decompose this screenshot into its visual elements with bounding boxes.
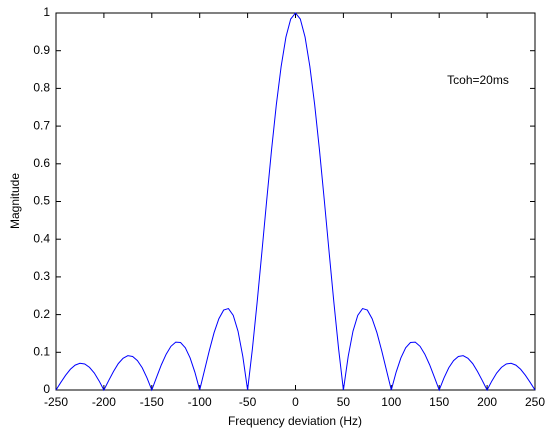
x-tick-label: -150 — [140, 395, 164, 409]
y-tick-label: 0.8 — [33, 81, 50, 95]
x-tick-label: 0 — [292, 395, 299, 409]
y-tick-label: 0 — [43, 382, 50, 396]
x-tick-label: 250 — [525, 395, 545, 409]
y-tick-label: 0.1 — [33, 344, 50, 358]
y-tick-label: 0.9 — [33, 43, 50, 57]
y-tick-label: 0.4 — [33, 231, 50, 245]
x-axis-label: Frequency deviation (Hz) — [228, 414, 362, 428]
x-tick-label: 100 — [381, 395, 401, 409]
x-tick-label: 150 — [429, 395, 449, 409]
x-tick-label: -250 — [44, 395, 68, 409]
x-tick-label: -100 — [188, 395, 212, 409]
line — [55, 12, 536, 392]
x-tick-label: 50 — [337, 395, 351, 409]
y-axis-label: Magnitude — [8, 173, 22, 229]
x-tick-label: -200 — [92, 395, 116, 409]
x-tick-label: -50 — [239, 395, 257, 409]
x-tick-label: 200 — [477, 395, 497, 409]
plot-frame — [55, 12, 536, 391]
annotation: Tcoh=20ms — [447, 73, 509, 87]
y-tick-label: 0.6 — [33, 156, 50, 170]
y-tick-label: 0.2 — [33, 307, 50, 321]
y-tick-label: 0.5 — [33, 194, 50, 208]
y-tick-label: 0.7 — [33, 118, 50, 132]
y-tick-label: 0.3 — [33, 269, 50, 283]
y-tick-label: 1 — [43, 5, 50, 19]
